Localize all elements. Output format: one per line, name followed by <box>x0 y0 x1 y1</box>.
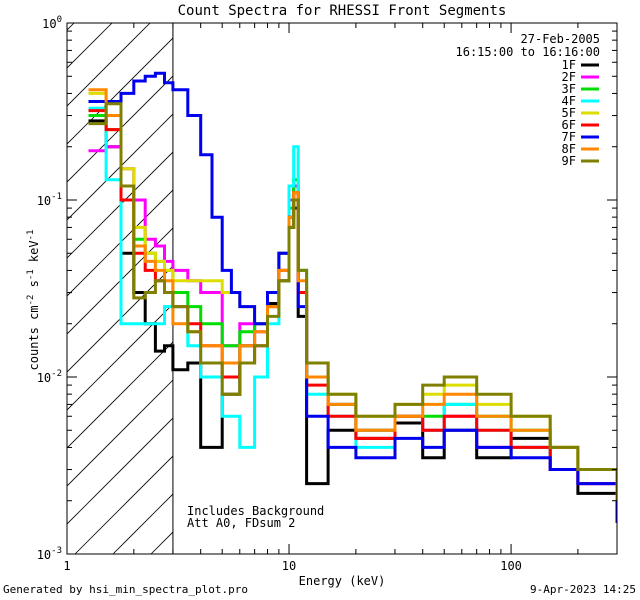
x-axis-label: Energy (keV) <box>299 574 386 588</box>
y-axis-label: counts cm-2 s-1 keV-1 <box>26 230 41 371</box>
plot-frame <box>66 22 618 555</box>
y-tick-label: 10-1 <box>37 192 62 208</box>
hatch-line <box>67 75 173 183</box>
hatch-line <box>67 189 173 297</box>
series-7f-line <box>88 71 617 523</box>
legend-label-6f: 6F <box>562 118 576 132</box>
x-tick-label: 1 <box>63 559 70 573</box>
x-tick-label: 10 <box>282 559 296 573</box>
hatch-line <box>67 303 173 411</box>
hatch-line <box>67 265 173 373</box>
time-range-label: 16:15:00 to 16:16:00 <box>456 45 601 59</box>
x-tick-label: 100 <box>500 559 522 573</box>
legend-label-2f: 2F <box>562 70 576 84</box>
y-tick-label: 10-3 <box>37 546 62 562</box>
hatched-region <box>0 0 173 554</box>
hatch-line <box>67 379 173 487</box>
hatch-line <box>67 23 151 107</box>
series-layer <box>88 71 617 523</box>
hatch-line <box>0 0 105 554</box>
footer-timestamp: 9-Apr-2023 14:25 <box>530 583 636 596</box>
hatch-line <box>67 23 113 69</box>
legend-label-1f: 1F <box>562 58 576 72</box>
hatch-line <box>67 151 173 259</box>
annotation-attenuator: Att A0, FDsum 2 <box>187 516 295 530</box>
legend-label-9f: 9F <box>562 154 576 168</box>
x-tick-labels: 1 10 100 <box>63 559 522 573</box>
legend-label-3f: 3F <box>562 82 576 96</box>
hatch-line <box>67 417 173 525</box>
annotation-background: Includes Background <box>187 504 324 518</box>
footer-generated-by: Generated by hsi_min_spectra_plot.pro <box>3 583 249 596</box>
series-1f-line <box>88 119 617 523</box>
hatch-line <box>67 37 173 145</box>
legend-label-4f: 4F <box>562 94 576 108</box>
y-tick-labels: 10-3 10-2 10-1 100 <box>37 15 62 562</box>
y-tick-label: 100 <box>42 15 62 31</box>
legend-label-8f: 8F <box>562 142 576 156</box>
hatch-line <box>67 341 173 449</box>
date-label: 27-Feb-2005 <box>521 32 600 46</box>
series-8f-line <box>88 88 617 501</box>
legend-label-5f: 5F <box>562 106 576 120</box>
series-4f-line <box>88 106 617 501</box>
axis-ticks <box>66 23 618 555</box>
y-tick-label: 10-2 <box>37 369 62 385</box>
series-9f-line <box>88 102 617 501</box>
chart-title: Count Spectra for RHESSI Front Segments <box>178 3 507 19</box>
legend-label-7f: 7F <box>562 130 576 144</box>
